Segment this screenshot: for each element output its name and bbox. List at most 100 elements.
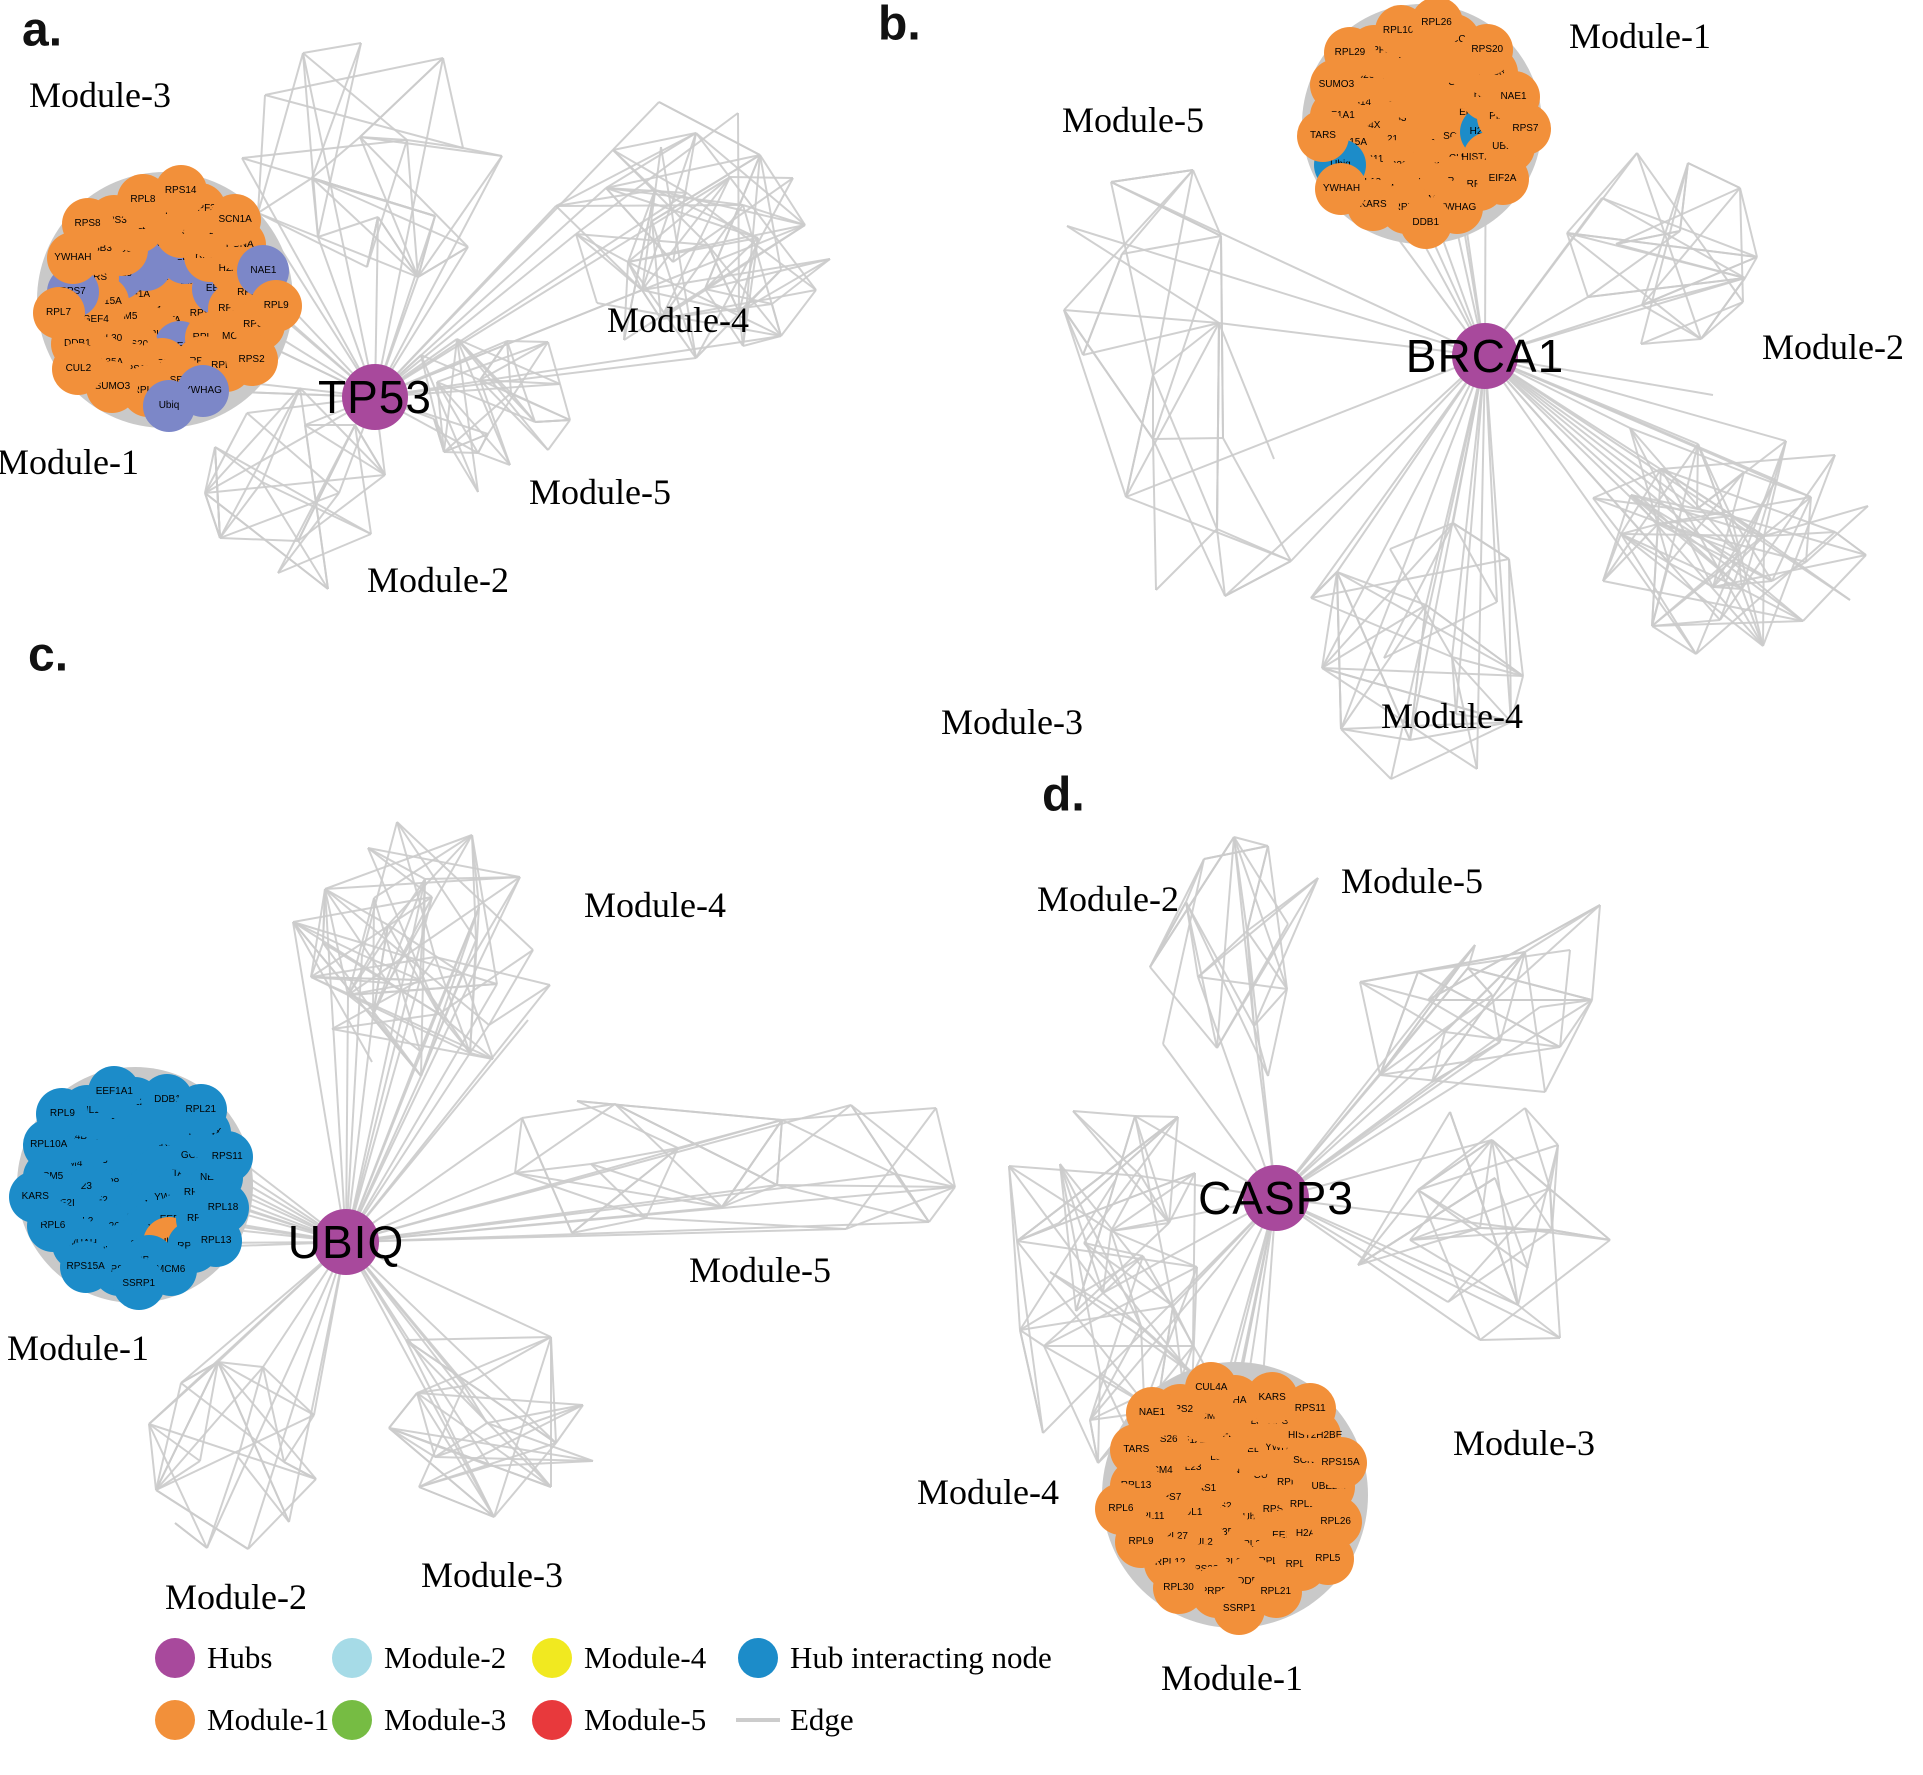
node-KARS[interactable]: KARS [9,1171,62,1224]
edge [1524,1107,1559,1146]
edge [1539,999,1593,1008]
node-label: YWHAH [54,251,92,263]
legend-label-module-5: Module-5 [584,1702,707,1737]
panel-letter-d: d. [1042,768,1085,822]
node-CUL4A[interactable]: CUL4A [1185,1362,1238,1415]
node-RPS15A[interactable]: RPS15A [1314,1437,1367,1490]
node-DDB1[interactable]: DDB1 [1399,196,1452,249]
edge [374,187,607,398]
edge [304,424,386,476]
edge [1409,604,1427,741]
edge [1484,355,1699,445]
edge [387,924,464,975]
node-RPL30[interactable]: RPL30 [1152,1562,1205,1615]
edge [148,1423,157,1491]
edge [1083,1242,1144,1257]
node-label: KARS [21,1191,49,1203]
node-label: RPS15A [1321,1457,1360,1469]
edge [262,1366,315,1416]
edge [1451,355,1486,658]
edge [1390,355,1486,780]
edge [575,233,598,304]
node-RPL6[interactable]: RPL6 [1094,1482,1147,1535]
edge [1805,496,1812,563]
node-RPL9[interactable]: RPL9 [250,279,303,332]
hub-CASP3[interactable] [1243,1165,1309,1231]
node-SSRP1[interactable]: SSRP1 [112,1258,165,1311]
edge [1484,355,1787,442]
edge [1321,667,1478,770]
edge [1452,522,1498,603]
node-RPS11[interactable]: RPS11 [201,1131,254,1184]
node-RPL21[interactable]: RPL21 [174,1084,227,1137]
node-NAE1[interactable]: NAE1 [1125,1387,1178,1440]
edge [571,1217,647,1234]
edge [479,340,508,381]
node-label: YWHAG [1216,1395,1255,1407]
node-label: TARS [1310,129,1336,141]
edge [148,1423,317,1480]
edge [374,176,731,398]
edge [1149,966,1218,1049]
node-RPL9[interactable]: RPL9 [36,1087,89,1140]
node-RPL26[interactable]: RPL26 [1410,0,1463,49]
node-RPS2[interactable]: RPS2 [225,333,278,386]
node-YWHAH[interactable]: YWHAH [1315,162,1368,215]
node-RPS8[interactable]: RPS8 [61,197,114,250]
edge [359,136,469,248]
node-label: NEDD8 [1239,1443,1274,1455]
node-EIF2A[interactable]: EIF2A [1476,153,1529,206]
edge [1431,951,1526,1083]
edge [1267,845,1288,990]
node-label: CUL2 [1187,1537,1213,1549]
node-Ubiq[interactable]: Ubiq [142,379,195,432]
edge [204,474,386,494]
node-label: DDB1 [1237,1576,1264,1588]
module-label-module-5: Module-5 [689,1250,831,1290]
node-SCN1A[interactable]: SCN1A [209,194,262,246]
edge [486,1422,594,1462]
hub-BRCA1[interactable] [1452,323,1518,389]
node-RPL13[interactable]: RPL13 [190,1214,243,1267]
node-RPL29[interactable]: RPL29 [1323,27,1376,80]
node-RPS15A[interactable]: RPS15A [59,1240,112,1293]
node-RPS20[interactable]: RPS20 [1461,23,1514,76]
node-CUL2[interactable]: CUL2 [52,343,105,396]
hub-UBIQ[interactable] [313,1209,379,1275]
edge [928,1186,956,1223]
edge [345,979,421,1243]
edge [641,289,740,313]
hub-TP53[interactable] [342,364,408,430]
node-RPL7[interactable]: RPL7 [32,286,85,339]
edge [1216,528,1292,562]
legend-swatch-module-4 [532,1638,572,1678]
edge [479,379,511,466]
edge [257,212,419,278]
edge [1629,427,1670,564]
edge [521,1103,616,1119]
node-EEF1A1[interactable]: EEF1A1 [88,1065,141,1118]
node-SSRP1[interactable]: SSRP1 [1213,1582,1266,1635]
edge [479,379,561,385]
node-RPS14[interactable]: RPS14 [154,165,207,218]
node-label: RPL27 [1157,1532,1188,1542]
edge [277,533,372,574]
node-RPL5[interactable]: RPL5 [1301,1532,1354,1585]
edge [1484,355,1659,525]
edge [442,57,464,149]
node-RPS11[interactable]: RPS11 [1284,1383,1337,1436]
edge [438,949,534,1015]
edge [292,921,373,1063]
edge [1484,355,1804,622]
node-TARS[interactable]: TARS [1297,109,1350,162]
edge [1566,232,1702,340]
edge [1499,951,1526,1043]
node-label: RPL6 [1108,1502,1134,1514]
edge [1641,187,1741,306]
edge [396,821,534,951]
node-RPS7[interactable]: RPS7 [1499,103,1552,156]
edge [781,1107,937,1121]
edge [641,132,697,291]
edge [780,289,817,337]
edge [374,224,806,398]
